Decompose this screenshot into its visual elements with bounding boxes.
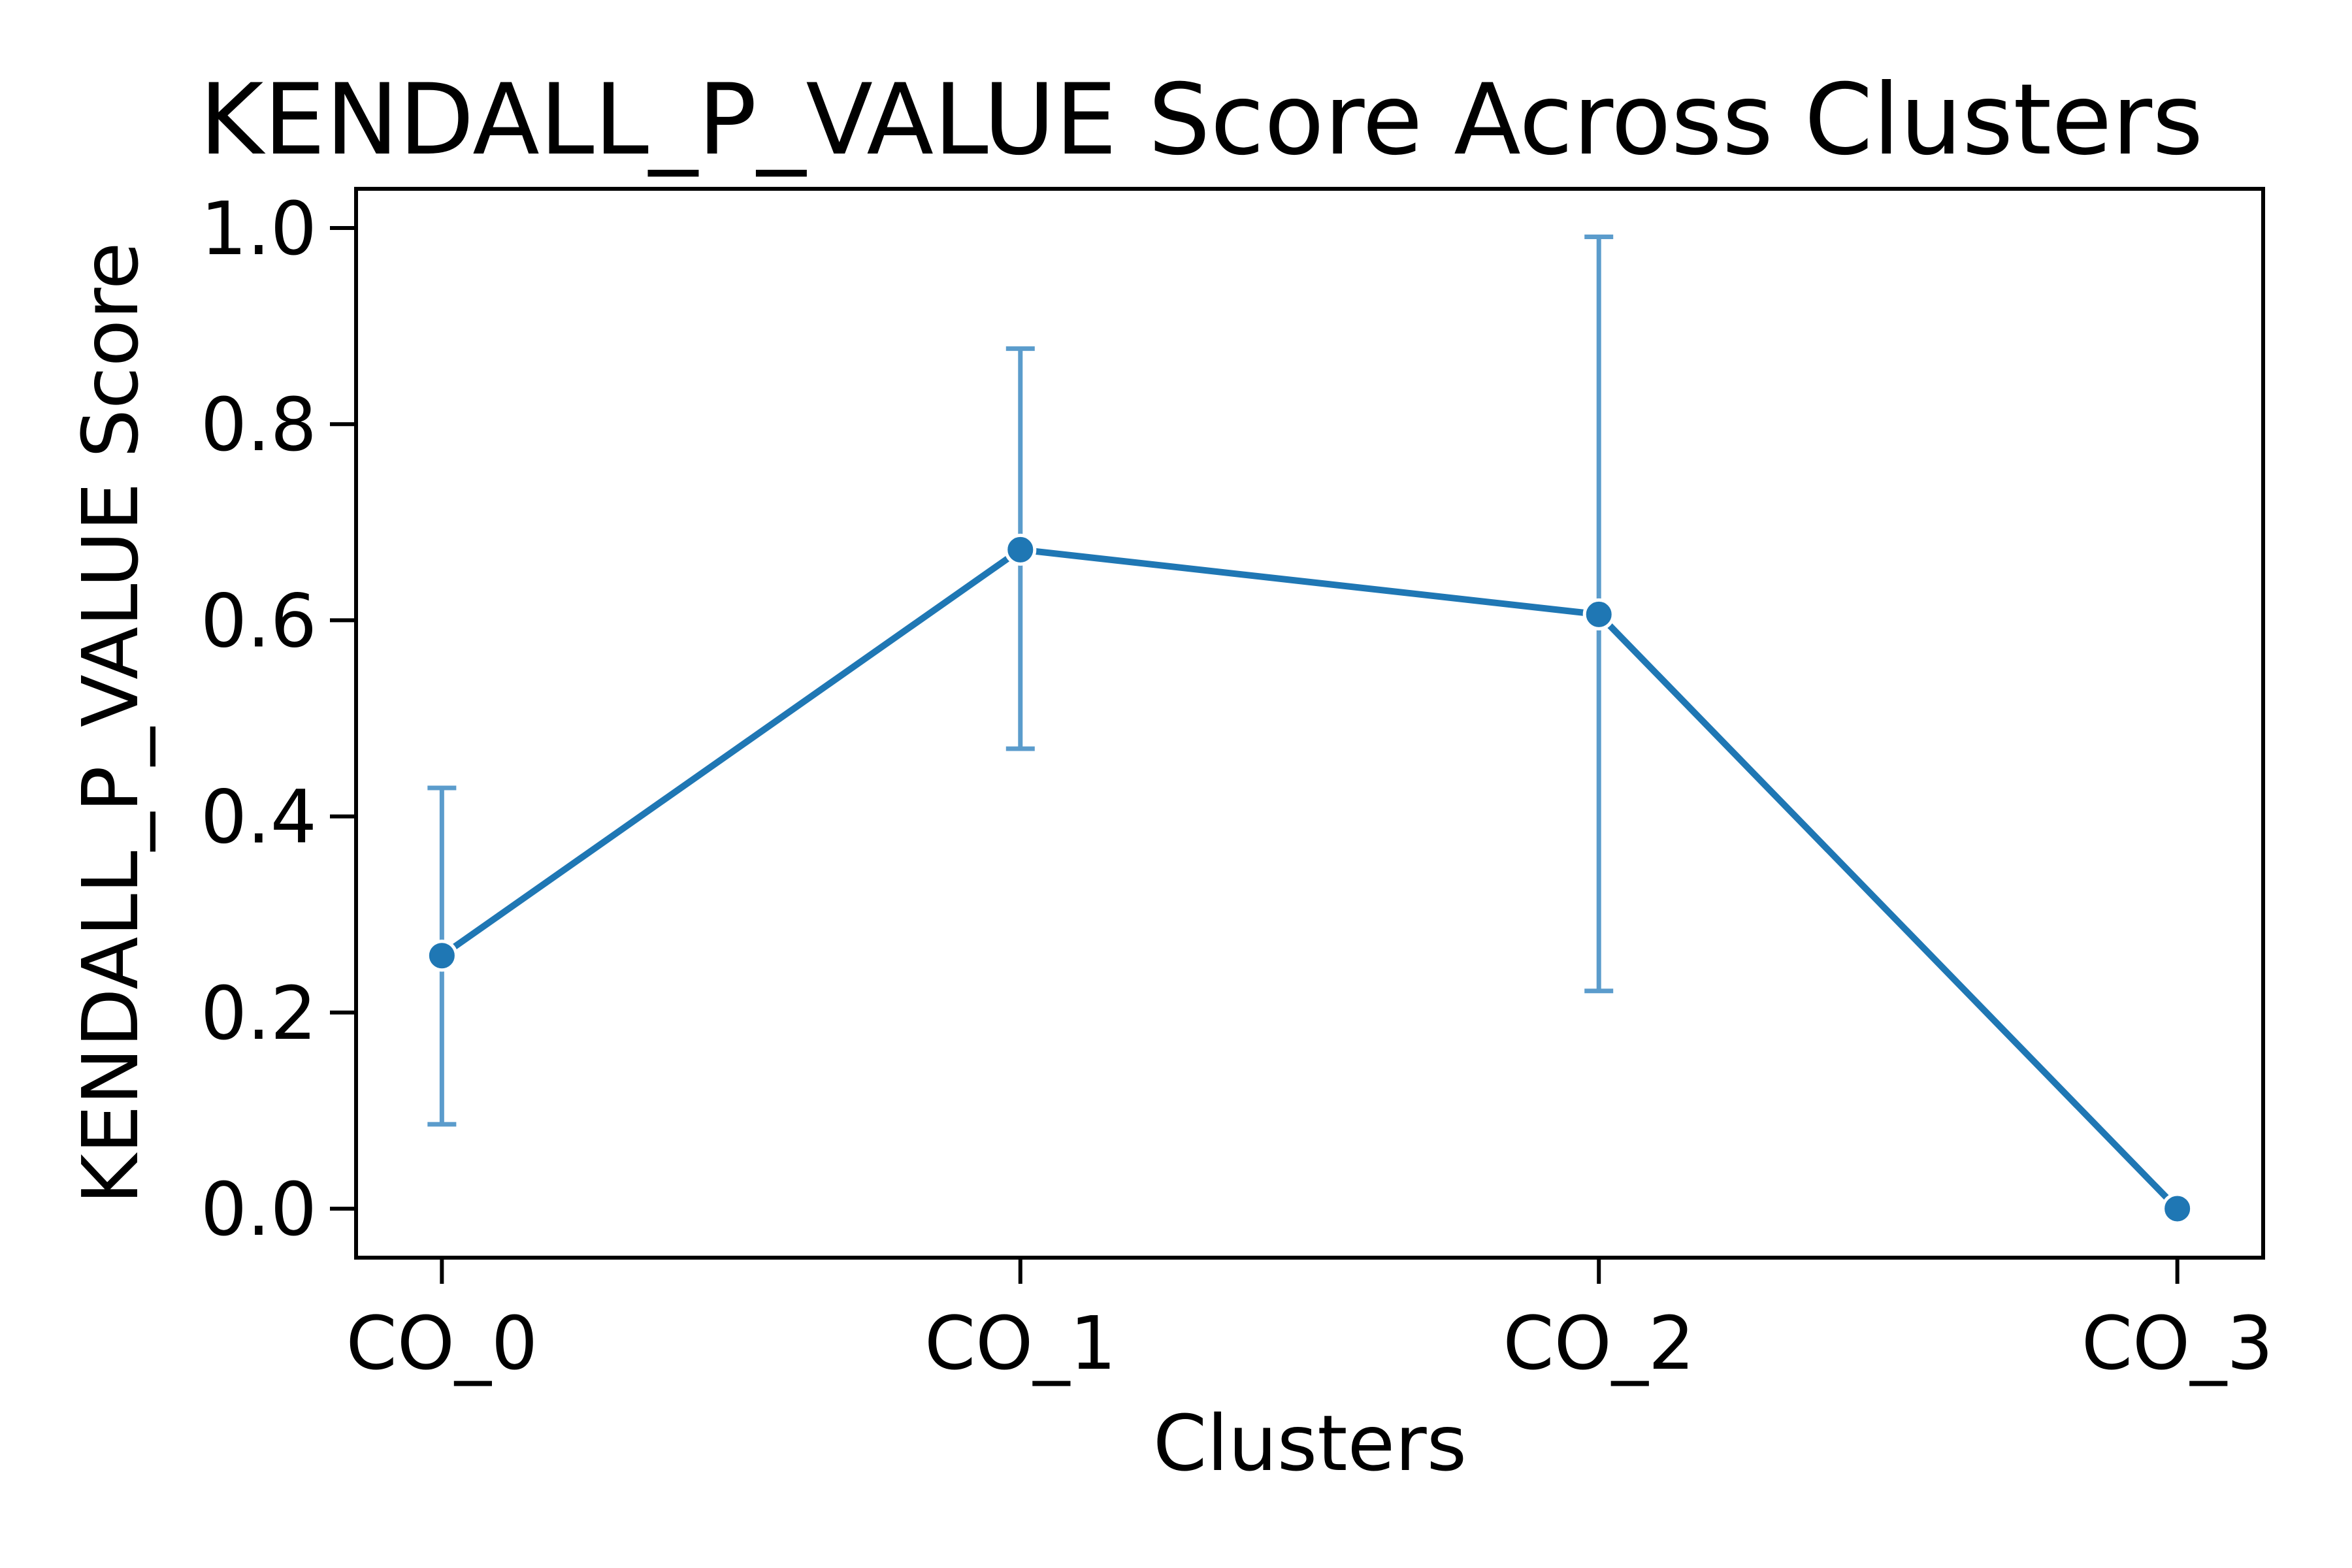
y-tick-label: 0.6 bbox=[201, 579, 317, 664]
x-tick-label: CO_1 bbox=[924, 1301, 1117, 1386]
data-point bbox=[1582, 598, 1615, 630]
data-point bbox=[425, 939, 458, 972]
x-axis-label: Clusters bbox=[1153, 1398, 1467, 1488]
x-tick-label: CO_2 bbox=[1503, 1301, 1695, 1386]
x-tick-label: CO_3 bbox=[2082, 1301, 2274, 1386]
chart-title: KENDALL_P_VALUE Score Across Clusters bbox=[199, 63, 2203, 177]
y-tick-label: 0.0 bbox=[201, 1168, 317, 1252]
data-point bbox=[1004, 533, 1037, 566]
y-tick-label: 0.8 bbox=[201, 383, 317, 468]
y-axis-label: KENDALL_P_VALUE Score bbox=[65, 242, 155, 1204]
axes-frame bbox=[354, 187, 2265, 1260]
y-tick-label: 1.0 bbox=[201, 187, 317, 272]
x-tick-label: CO_0 bbox=[346, 1301, 538, 1386]
data-point bbox=[2161, 1192, 2194, 1225]
series-line bbox=[440, 546, 2180, 1211]
x-axis: CO_0 CO_1 CO_2 CO_3 bbox=[346, 1258, 2274, 1386]
y-axis: 0.0 0.2 0.4 0.6 0.8 1.0 bbox=[201, 187, 356, 1252]
plot-area bbox=[425, 235, 2194, 1225]
y-tick-label: 0.2 bbox=[201, 972, 317, 1056]
y-tick-label: 0.4 bbox=[201, 776, 317, 860]
